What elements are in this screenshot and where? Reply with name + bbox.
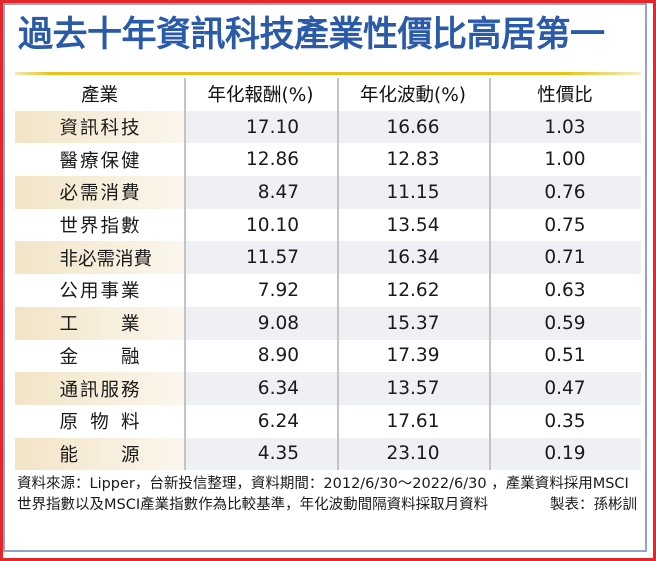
cell-annual-volatility: 23.10 [386,443,440,465]
cell-annual-return: 10.10 [246,214,299,236]
cell-annual-return: 12.86 [246,149,299,171]
header-ratio: 性價比 [537,85,593,107]
cell-annual-volatility: 16.66 [386,116,440,138]
cell-annual-return: 7.92 [257,279,299,301]
cell-industry: 世界指數 [59,216,140,238]
cell-annual-return: 8.90 [257,345,299,367]
cell-annual-return: 6.24 [257,410,299,432]
table-row: 工業 9.08 15.37 0.59 [15,306,641,340]
industry-table: 產業 年化報酬(%) 年化波動(%) 性價比 資訊科技 17.10 16.66 1.0… [15,78,641,470]
cell-ratio: 1.03 [544,116,586,138]
cell-ratio: 0.19 [544,443,586,465]
cell-annual-volatility: 13.54 [386,214,440,236]
header-annual-volatility: 年化波動(%) [359,85,466,107]
cell-industry: 公用事業 [59,281,140,303]
column-divider [337,78,339,470]
table-row: 非必需消費 11.57 16.34 0.71 [15,241,641,274]
cell-industry: 金融 [59,346,140,368]
column-divider [184,78,186,470]
cell-ratio: 0.63 [544,279,586,301]
page-title: 過去十年資訊科技產業性價比高居第一 [18,15,605,55]
title-underline [15,72,641,75]
cell-industry: 必需消費 [59,183,140,205]
cell-ratio: 0.59 [544,312,586,334]
cell-industry: 非必需消費 [59,248,153,270]
cell-industry: 工業 [59,314,140,336]
cell-ratio: 0.75 [544,214,586,236]
cell-industry: 醫療保健 [59,150,140,172]
table-row: 金融 8.90 17.39 0.51 [15,340,641,373]
cell-annual-return: 8.47 [257,181,299,203]
table-row: 原物料 6.24 17.61 0.35 [15,405,641,438]
column-divider [489,78,491,470]
table-row: 資訊科技 17.10 16.66 1.03 [15,110,641,144]
cell-ratio: 0.51 [544,345,586,367]
cell-ratio: 0.35 [544,410,586,432]
table-row: 醫療保健 12.86 12.83 1.00 [15,143,641,176]
cell-industry: 原物料 [59,412,140,434]
header-annual-return: 年化報酬(%) [207,85,314,107]
footnote: 資料來源：Lipper，台新投信整理，資料期間：2012/6/30～2022/6… [17,474,637,516]
cell-annual-return: 11.57 [246,247,299,269]
cell-annual-return: 9.08 [257,312,299,334]
cell-annual-return: 17.10 [246,116,299,138]
cell-industry: 能源 [59,444,140,466]
cell-ratio: 0.71 [544,247,586,269]
cell-annual-return: 6.34 [257,378,299,400]
cell-annual-volatility: 12.62 [386,279,440,301]
table-row: 必需消費 8.47 11.15 0.76 [15,176,641,209]
cell-ratio: 1.00 [544,149,586,171]
cell-annual-return: 4.35 [257,443,299,465]
cell-ratio: 0.47 [544,378,586,400]
cell-ratio: 0.76 [544,181,586,203]
source-note: 資料來源：Lipper，台新投信整理，資料期間：2012/6/30～2022/6… [17,476,629,513]
credit-note: 製表：孫彬訓 [550,497,637,513]
table-row: 通訊服務 6.34 13.57 0.47 [15,372,641,405]
cell-annual-volatility: 17.39 [386,345,440,367]
cell-annual-volatility: 12.83 [386,149,440,171]
cell-annual-volatility: 17.61 [386,410,440,432]
cell-annual-volatility: 11.15 [386,181,440,203]
table-row: 公用事業 7.92 12.62 0.63 [15,274,641,307]
cell-annual-volatility: 13.57 [386,378,440,400]
cell-industry: 資訊科技 [59,118,140,140]
table-row: 能源 4.35 23.10 0.19 [15,437,641,471]
table-row: 世界指數 10.10 13.54 0.75 [15,209,641,242]
table-header-row: 產業 年化報酬(%) 年化波動(%) 性價比 [15,78,641,111]
header-industry: 產業 [80,85,118,107]
cell-industry: 通訊服務 [59,379,140,401]
cell-annual-volatility: 16.34 [386,247,440,269]
cell-annual-volatility: 15.37 [386,312,440,334]
